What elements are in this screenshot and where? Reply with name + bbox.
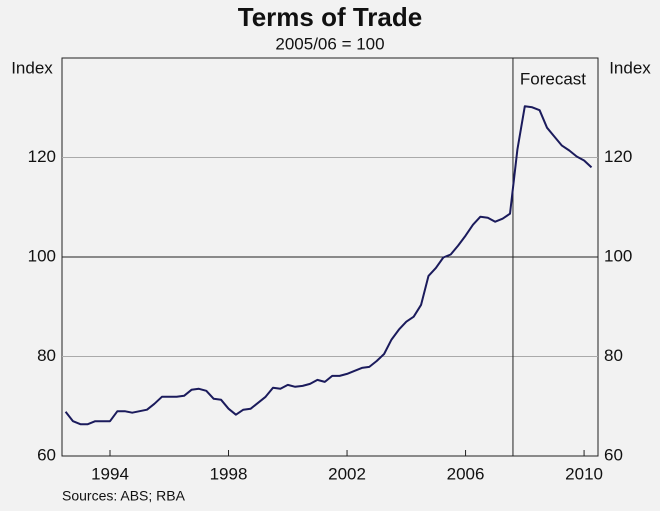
- data-line: [64, 105, 593, 426]
- forecast-label: Forecast: [520, 69, 586, 88]
- y-tick-label: 100: [28, 246, 56, 265]
- y-tick-label: 60: [37, 445, 56, 464]
- x-tick-label: 2006: [447, 464, 485, 483]
- y2-axis-label: Index: [609, 58, 651, 77]
- y2-tick-label: 120: [604, 147, 632, 166]
- y2-tick-label: 80: [604, 346, 623, 365]
- x-tick-label: 1994: [91, 464, 129, 483]
- x-tick-label: 1998: [210, 464, 248, 483]
- x-tick-label: 2010: [565, 464, 603, 483]
- chart-subtitle: 2005/06 = 100: [275, 34, 384, 53]
- x-tick-label: 2002: [328, 464, 366, 483]
- y-tick-label: 80: [37, 346, 56, 365]
- y-tick-label: 120: [28, 147, 56, 166]
- y-axis-label: Index: [11, 58, 53, 77]
- source-note: Sources: ABS; RBA: [62, 488, 186, 504]
- y2-tick-label: 60: [604, 445, 623, 464]
- y2-tick-label: 100: [604, 246, 632, 265]
- chart-title: Terms of Trade: [238, 2, 422, 32]
